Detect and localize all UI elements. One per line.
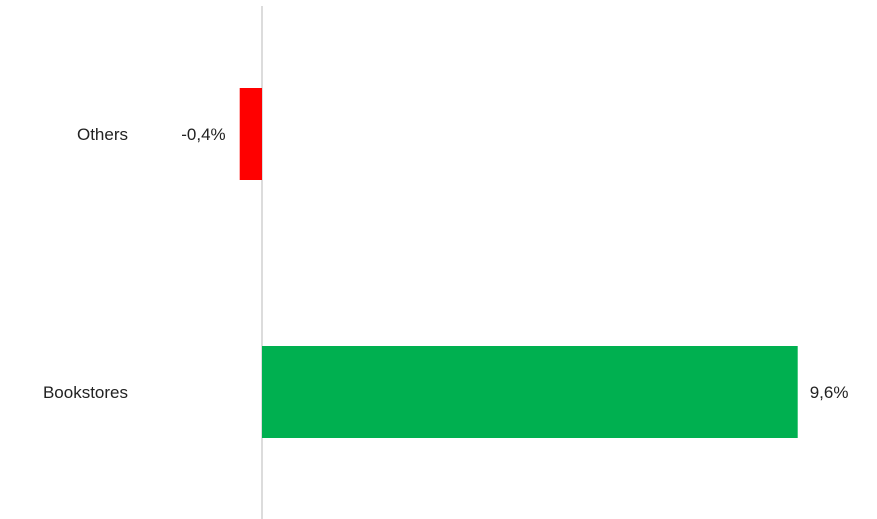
- bar-bookstores: [262, 346, 798, 438]
- category-label-bookstores: Bookstores: [43, 383, 128, 402]
- labels-layer: Others -0,4% Bookstores 9,6%: [43, 125, 848, 402]
- value-label-others: -0,4%: [181, 125, 225, 144]
- bar-others: [239, 88, 262, 180]
- bars-layer: [239, 88, 798, 438]
- category-label-others: Others: [77, 125, 128, 144]
- value-label-bookstores: 9,6%: [810, 383, 849, 402]
